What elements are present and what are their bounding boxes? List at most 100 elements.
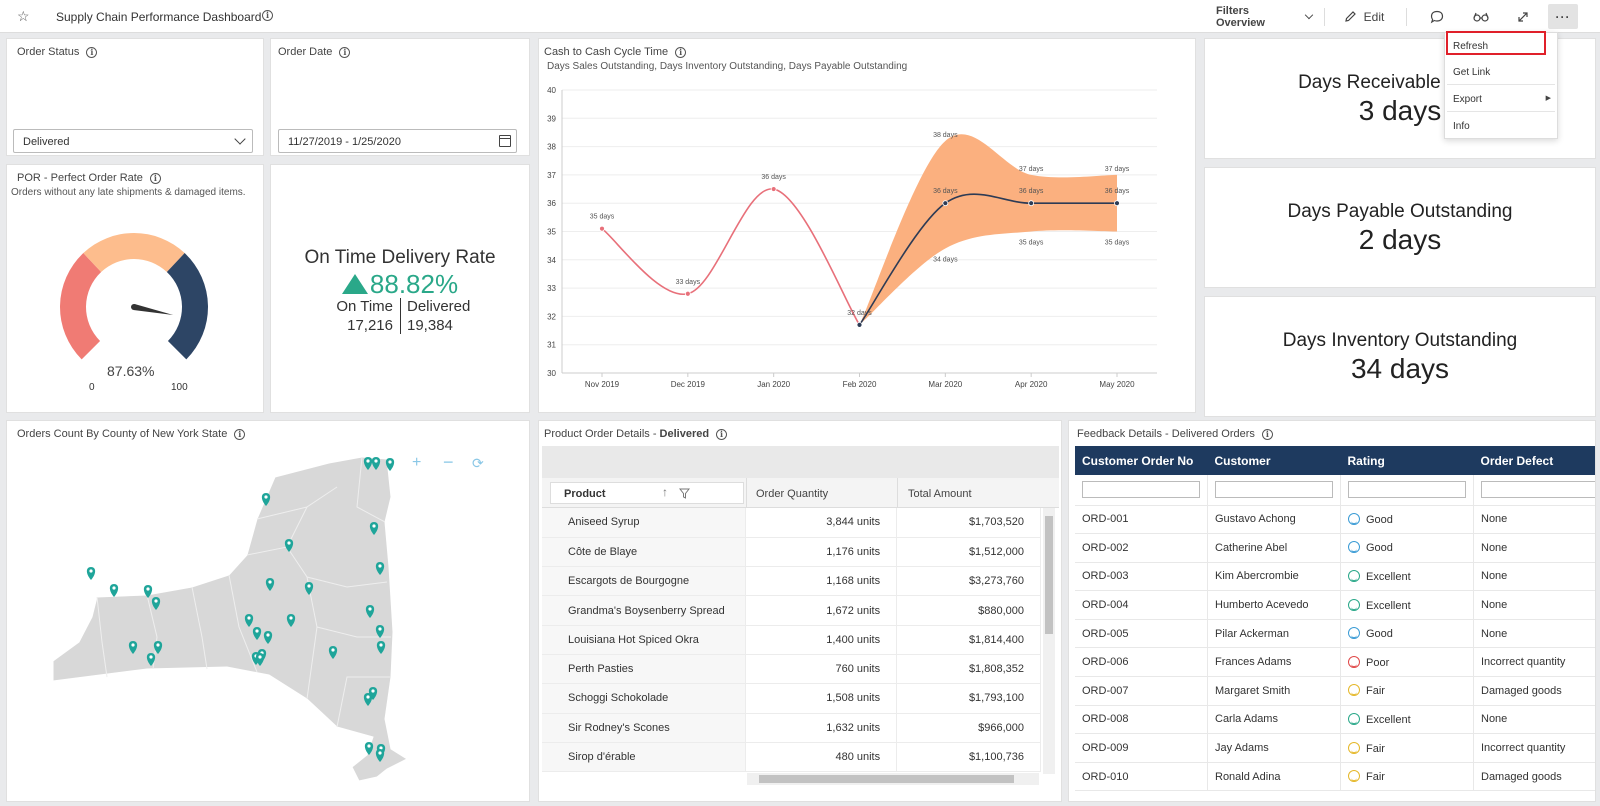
- info-icon[interactable]: i: [1261, 428, 1273, 440]
- order-no-filter-input[interactable]: [1082, 481, 1200, 499]
- order-quantity-cell: 1,632 units: [745, 713, 898, 743]
- vertical-scrollbar[interactable]: [1043, 508, 1055, 774]
- horizontal-scrollbar-thumb[interactable]: [759, 775, 1014, 783]
- rating-column-header[interactable]: Rating: [1340, 446, 1474, 475]
- grid-column-header: Product ↑ Order Quantity Total Amount: [542, 478, 1059, 508]
- rating-face-icon: [1348, 598, 1360, 611]
- menu-item-refresh[interactable]: Refresh: [1453, 41, 1489, 52]
- map-marker-icon: [109, 584, 119, 597]
- info-icon[interactable]: i: [234, 428, 246, 440]
- table-row[interactable]: ORD-010 Ronald Adina Fair Damaged goods: [1075, 762, 1595, 792]
- product-name-cell: Côte de Blaye: [542, 537, 747, 568]
- info-icon[interactable]: i: [149, 172, 161, 184]
- map-marker-icon: [86, 567, 96, 580]
- table-row[interactable]: Côte de Blaye 1,176 units $1,512,000: [542, 537, 1041, 568]
- otd-delivered-label: Delivered: [407, 298, 471, 315]
- map-marker-dot: [154, 599, 158, 603]
- table-row[interactable]: ORD-006 Frances Adams Poor Incorrect quanti…: [1075, 647, 1595, 678]
- rating-face-icon: [1348, 569, 1360, 582]
- rating-filter-input[interactable]: [1348, 481, 1466, 499]
- order-date-title: Order Date i: [278, 46, 351, 58]
- order-status-select[interactable]: Delivered: [13, 129, 253, 153]
- data-point: [599, 225, 605, 232]
- info-icon[interactable]: i: [716, 428, 728, 440]
- data-label: 36 days: [1019, 188, 1044, 195]
- y-tick-label: 39: [547, 114, 556, 123]
- info-icon[interactable]: i: [675, 46, 687, 58]
- order-date-value: 11/27/2019 - 1/25/2020: [288, 136, 401, 148]
- table-row[interactable]: Perth Pasties 760 units $1,808,352: [542, 654, 1041, 685]
- rating-cell: Excellent: [1340, 562, 1474, 592]
- table-row[interactable]: Sirop d'érable 480 units $1,100,736: [542, 742, 1041, 773]
- table-row[interactable]: ORD-009 Jay Adams Fair Incorrect quantity: [1075, 733, 1595, 763]
- preview-button[interactable]: [1466, 0, 1496, 33]
- more-options-button[interactable]: ···: [1548, 4, 1578, 29]
- map-marker-icon: [365, 605, 375, 618]
- table-row[interactable]: ORD-005 Pilar Ackerman Good None: [1075, 619, 1595, 649]
- band-upper-label: 37 days: [1105, 166, 1130, 173]
- filter-icon[interactable]: [679, 488, 690, 499]
- menu-item-info[interactable]: Info: [1453, 121, 1470, 132]
- por-title: POR - Perfect Order Rate i: [17, 172, 161, 184]
- map-marker-dot: [156, 643, 160, 647]
- table-row[interactable]: Sir Rodney's Scones 1,632 units $966,000: [542, 713, 1041, 743]
- otd-title: On Time Delivery Rate: [304, 247, 496, 268]
- sort-ascending-icon[interactable]: ↑: [662, 485, 668, 499]
- map-marker-dot: [388, 460, 392, 464]
- horizontal-scrollbar[interactable]: [747, 773, 1039, 785]
- table-row[interactable]: ORD-008 Carla Adams Excellent None: [1075, 705, 1595, 735]
- product-column-label: Product: [564, 488, 606, 500]
- order-defect-column-header[interactable]: Order Defect: [1473, 446, 1595, 475]
- table-row[interactable]: ORD-003 Kim Abercrombie Excellent None: [1075, 562, 1595, 592]
- total-amount-column-label[interactable]: Total Amount: [908, 488, 972, 500]
- vertical-scrollbar-thumb[interactable]: [1045, 516, 1053, 634]
- filter-cell: [1075, 475, 1208, 506]
- table-row[interactable]: ORD-002 Catherine Abel Good None: [1075, 533, 1595, 563]
- table-row[interactable]: Schoggi Schokolade 1,508 units $1,793,100: [542, 683, 1041, 714]
- rating-face-icon: [1348, 770, 1360, 783]
- title-info-icon[interactable]: i: [262, 10, 273, 21]
- series-line: [858, 193, 1117, 326]
- order-no-cell: ORD-008: [1075, 705, 1208, 735]
- order-defect-filter-input[interactable]: [1481, 481, 1595, 499]
- total-amount-cell: $1,100,736: [896, 742, 1041, 773]
- table-row[interactable]: Escargots de Bourgogne 1,168 units $3,273,…: [542, 566, 1041, 597]
- table-row[interactable]: Grandma's Boysenberry Spread 1,672 units $…: [542, 595, 1041, 626]
- order-date-range-input[interactable]: 11/27/2019 - 1/25/2020: [278, 129, 517, 153]
- favorite-star-icon[interactable]: ☆: [17, 8, 30, 24]
- zoom-in-icon[interactable]: +: [412, 454, 422, 471]
- gauge-max-label: 100: [171, 382, 188, 393]
- table-row[interactable]: Aniseed Syrup 3,844 units $1,703,520: [542, 508, 1041, 538]
- map-marker-dot: [367, 744, 371, 748]
- table-row[interactable]: ORD-004 Humberto Acevedo Excellent None: [1075, 590, 1595, 620]
- reset-view-icon[interactable]: ⟳: [472, 455, 484, 471]
- comment-button[interactable]: [1422, 0, 1452, 33]
- order-quantity-column-label[interactable]: Order Quantity: [756, 488, 829, 500]
- total-amount-cell: $880,000: [896, 595, 1041, 626]
- product-column-header[interactable]: Product ↑: [550, 482, 744, 504]
- chevron-down-icon: [234, 133, 246, 145]
- rating-label: Excellent: [1366, 713, 1411, 726]
- feedback-title: Feedback Details - Delivered Orders i: [1077, 428, 1273, 440]
- map-marker-dot: [366, 459, 370, 463]
- zoom-out-icon[interactable]: −: [443, 452, 454, 472]
- info-icon[interactable]: i: [86, 46, 98, 58]
- data-point: [1114, 200, 1120, 207]
- menu-item-export[interactable]: Export: [1453, 94, 1482, 105]
- calendar-icon[interactable]: [499, 135, 511, 147]
- table-row[interactable]: ORD-007 Margaret Smith Fair Damaged goods: [1075, 676, 1595, 706]
- order-no-column-header[interactable]: Customer Order No: [1075, 446, 1208, 475]
- table-row[interactable]: ORD-001 Gustavo Achong Good None: [1075, 505, 1595, 535]
- y-tick-label: 38: [547, 143, 556, 152]
- menu-item-get-link[interactable]: Get Link: [1453, 67, 1491, 78]
- fullscreen-button[interactable]: [1508, 0, 1538, 33]
- info-icon[interactable]: i: [339, 46, 351, 58]
- customer-filter-input[interactable]: [1215, 481, 1333, 499]
- edit-button[interactable]: Edit: [1334, 0, 1394, 33]
- filters-overview-button[interactable]: Filters Overview: [1216, 0, 1314, 33]
- por-title-text: POR - Perfect Order Rate: [17, 172, 143, 184]
- customer-column-header[interactable]: Customer: [1207, 446, 1341, 475]
- otd-ontime-label: On Time: [336, 298, 393, 315]
- map-marker-dot: [146, 587, 150, 591]
- table-row[interactable]: Louisiana Hot Spiced Okra 1,400 units $1,8…: [542, 625, 1041, 655]
